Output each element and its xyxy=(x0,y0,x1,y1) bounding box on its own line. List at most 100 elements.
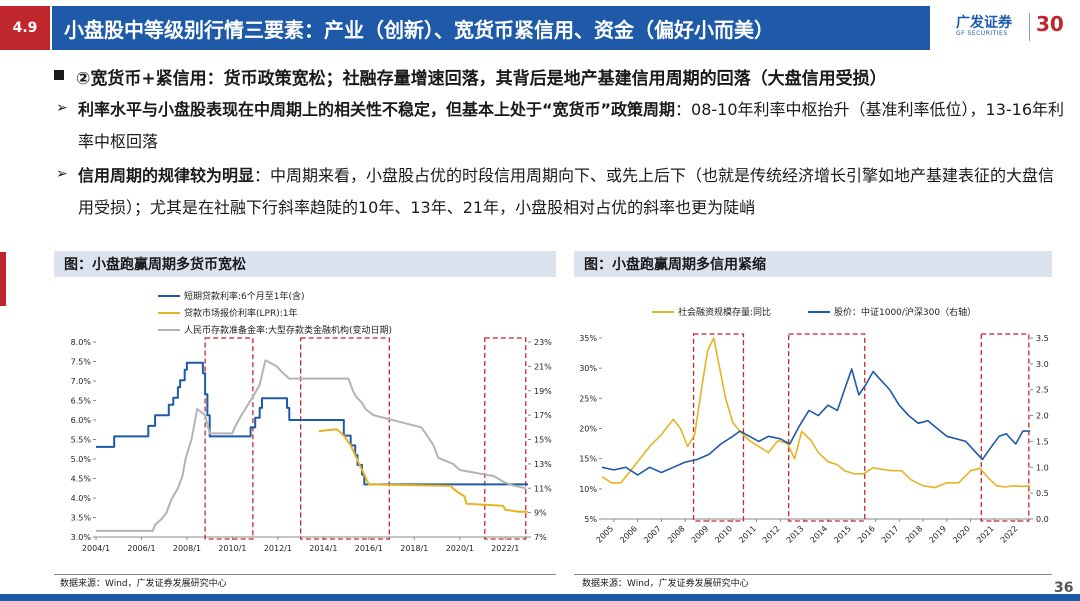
company-logo: 广发证券 xyxy=(956,15,1012,31)
logo-divider xyxy=(1029,13,1030,41)
right-tick-label: 2.5 xyxy=(1036,386,1049,395)
x-tick-label: 2010 xyxy=(713,524,734,545)
x-tick-label: 2010/1 xyxy=(218,544,246,553)
x-tick-label: 2020 xyxy=(951,524,972,545)
paragraph-2-rest: ：中周期来看，小盘股占优的时段信用周期向下、或先上后下（也就是传统经济增长引擎如… xyxy=(78,166,1055,217)
right-tick-label: 0.0 xyxy=(1036,515,1049,524)
legend-label: 股价：中证1000/沪深300（右轴） xyxy=(834,306,976,318)
legend-label: 短期贷款利率:6个月至1年(含) xyxy=(184,290,305,302)
x-tick-label: 2017 xyxy=(880,524,901,545)
bullet-square-icon xyxy=(54,70,64,80)
x-tick-label: 2018 xyxy=(904,524,925,545)
paragraph-1-rest: ：08-10年利率中枢抬升（基准利率低位），13-16年利率中枢回落 xyxy=(78,100,1065,151)
x-tick-label: 2006 xyxy=(618,524,639,545)
left-tick-label: 15% xyxy=(579,455,597,464)
left-tick-label: 3.5% xyxy=(71,514,92,523)
highlight-period-box xyxy=(484,337,527,540)
source-divider xyxy=(574,574,1052,575)
x-tick-label: 2020/1 xyxy=(446,544,474,553)
x-tick-label: 2009 xyxy=(690,524,711,545)
left-tick-label: 8.0% xyxy=(71,338,92,347)
left-tick-label: 35% xyxy=(579,334,597,343)
right-chart: 5% 10% 15% 20% 25% 30% 35% 0.0 0.5 1.0 1.5 2.0 2.5 3.… xyxy=(579,306,1049,545)
page-title: 小盘股中等级别行情三要素：产业（创新）、宽货币紧信用、资金（偏好小而美） xyxy=(52,6,930,50)
arrow-bullet-icon: ➢ xyxy=(56,100,68,116)
right-chart-source: 数据来源：Wind，广发证券发展研究中心 xyxy=(582,579,749,589)
right-tick-label: 2.0 xyxy=(1036,412,1049,421)
page-number: 36 xyxy=(1054,580,1074,596)
left-chart-title: 图：小盘跑赢周期多货币宽松 xyxy=(54,251,556,277)
right-tick-label: 13% xyxy=(534,460,552,469)
x-tick-label: 2007 xyxy=(642,524,663,545)
x-tick-label: 2005 xyxy=(595,524,616,545)
x-tick-label: 2015 xyxy=(832,524,853,545)
x-tick-label: 2016/1 xyxy=(355,544,383,553)
left-tick-label: 7.5% xyxy=(71,358,92,367)
left-tick-label: 4.5% xyxy=(71,475,92,484)
x-tick-label: 2016 xyxy=(856,524,877,545)
right-tick-label: 7% xyxy=(534,533,547,542)
legend-label: 贷款市场报价利率(LPR):1年 xyxy=(184,307,297,319)
x-tick-label: 2013 xyxy=(785,524,806,545)
x-tick-label: 2008 xyxy=(666,524,687,545)
right-chart-title: 图：小盘跑赢周期多信用紧缩 xyxy=(574,251,1052,277)
highlight-period-box xyxy=(204,337,254,540)
paragraph-2-bold: 信用周期的规律较为明显 xyxy=(78,166,255,185)
right-tick-label: 3.0 xyxy=(1036,360,1049,369)
left-tick-label: 10% xyxy=(579,485,597,494)
x-tick-label: 2019 xyxy=(927,524,948,545)
left-tick-label: 25% xyxy=(579,394,597,403)
series-line-2 xyxy=(318,428,528,513)
x-tick-label: 2018/1 xyxy=(400,544,428,553)
bottom-bar xyxy=(0,594,1080,601)
right-tick-label: 19% xyxy=(534,387,552,396)
logo-area xyxy=(930,6,1080,50)
legend-label: 人民币存款准备金率:大型存款类金融机构(变动日期) xyxy=(184,324,392,336)
right-tick-label: 9% xyxy=(534,509,547,518)
x-tick-label: 2008/1 xyxy=(173,544,201,553)
side-accent-mark xyxy=(0,252,6,306)
section-number: 4.9 xyxy=(0,6,50,50)
right-tick-label: 11% xyxy=(534,484,552,493)
x-tick-label: 2021 xyxy=(975,524,996,545)
left-tick-label: 3.0% xyxy=(71,533,92,542)
left-chart-source: 数据来源：Wind，广发证券发展研究中心 xyxy=(60,579,227,589)
x-tick-label: 2014/1 xyxy=(309,544,337,553)
legend-label: 社会融资规模存量:同比 xyxy=(678,306,771,318)
x-tick-label: 2011 xyxy=(737,524,758,545)
x-tick-label: 2014 xyxy=(809,524,830,545)
highlight-period-box xyxy=(299,337,390,540)
x-tick-label: 2004/1 xyxy=(82,544,110,553)
x-tick-label: 2012 xyxy=(761,524,782,545)
source-divider xyxy=(54,574,556,575)
left-tick-label: 5% xyxy=(584,515,597,524)
right-tick-label: 1.5 xyxy=(1036,437,1049,446)
left-tick-label: 6.0% xyxy=(71,416,92,425)
right-tick-label: 15% xyxy=(534,436,552,445)
series-line-1 xyxy=(601,337,1031,489)
left-tick-label: 5.5% xyxy=(71,436,92,445)
highlight-period-box xyxy=(980,333,1030,522)
paragraph-1-bold: 利率水平与小盘股表现在中周期上的相关性不稳定，但基本上处于“宽货币”政策周期 xyxy=(78,100,676,119)
series-line-1 xyxy=(96,361,528,486)
left-tick-label: 7.0% xyxy=(71,377,92,386)
left-tick-label: 30% xyxy=(579,364,597,373)
x-tick-label: 2012/1 xyxy=(264,544,292,553)
anniversary-logo: 30 xyxy=(1036,12,1064,36)
left-tick-label: 6.5% xyxy=(71,397,92,406)
paragraph-1: 利率水平与小盘股表现在中周期上的相关性不稳定，但基本上处于“宽货币”政策周期：0… xyxy=(78,94,1068,158)
left-tick-label: 4.0% xyxy=(71,494,92,503)
company-logo-sub: GF SECURITIES xyxy=(956,30,1008,37)
right-tick-label: 3.5 xyxy=(1036,334,1049,343)
right-tick-label: 0.5 xyxy=(1036,489,1049,498)
right-tick-label: 21% xyxy=(534,362,552,371)
right-tick-label: 23% xyxy=(534,338,552,347)
paragraph-2: 信用周期的规律较为明显：中周期来看，小盘股占优的时段信用周期向下、或先上后下（也… xyxy=(78,160,1068,224)
left-tick-label: 20% xyxy=(579,425,597,434)
right-tick-label: 1.0 xyxy=(1036,463,1049,472)
left-tick-label: 5.0% xyxy=(71,455,92,464)
x-tick-label: 2022 xyxy=(999,524,1020,545)
left-chart: 3.0% 3.5% 4.0% 4.5% 5.0% 5.5% 6.0% 6.5% 7.0% 7.5%… xyxy=(71,290,553,553)
series-line-3 xyxy=(96,359,526,532)
series-line-2 xyxy=(601,368,1030,476)
